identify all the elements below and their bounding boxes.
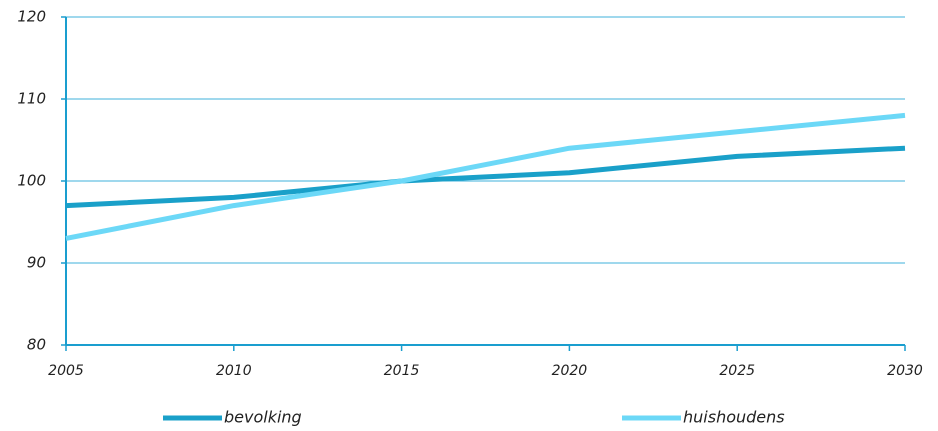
legend-label: huishoudens xyxy=(683,408,785,427)
x-tick-label: 2030 xyxy=(887,363,923,379)
x-tick-label: 2010 xyxy=(216,363,252,379)
x-tick-label: 2015 xyxy=(384,363,420,379)
y-tick-label: 120 xyxy=(17,8,46,26)
series-line xyxy=(65,145,906,209)
x-tick-label: 2020 xyxy=(552,363,588,379)
x-tick-label: 2005 xyxy=(48,363,84,379)
legend-label: bevolking xyxy=(224,408,302,427)
y-tick-label: 90 xyxy=(27,254,46,272)
series-line xyxy=(65,112,906,241)
y-tick-label: 110 xyxy=(17,90,46,108)
x-tick-label: 2025 xyxy=(719,363,755,379)
y-tick-label: 100 xyxy=(17,172,46,190)
y-tick-label: 80 xyxy=(27,336,46,354)
